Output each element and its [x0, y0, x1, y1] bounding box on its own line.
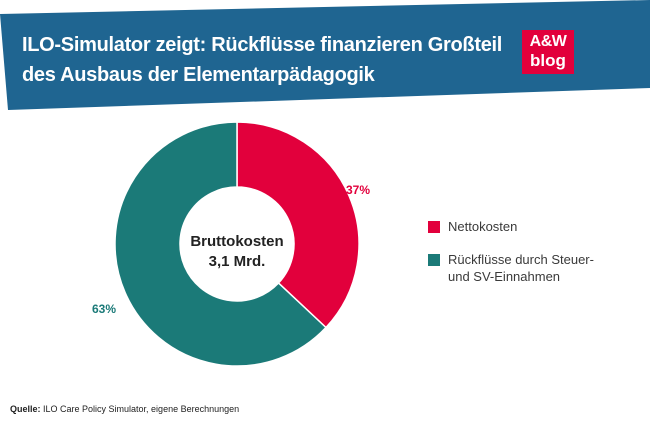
legend-label-rueckfluesse-1: Rückflüsse durch Steuer- — [448, 252, 594, 267]
source-note: Quelle: ILO Care Policy Simulator, eigen… — [10, 404, 239, 414]
legend-item-rueckfluesse: Rückflüsse durch Steuer- und SV-Einnahme… — [428, 251, 594, 285]
center-label-line-2: 3,1 Mrd. — [209, 253, 266, 270]
source-text: ILO Care Policy Simulator, eigene Berech… — [40, 404, 240, 414]
slice-netto — [236, 121, 360, 329]
slice-label-netto: 37% — [346, 183, 370, 197]
legend-item-netto: Nettokosten — [428, 218, 594, 235]
header-banner: ILO-Simulator zeigt: Rückflüsse finanzie… — [0, 0, 650, 110]
legend-swatch-rueckfluesse — [428, 254, 440, 266]
legend-swatch-netto — [428, 221, 440, 233]
legend-label-netto: Nettokosten — [448, 219, 518, 234]
logo-line-2: blog — [530, 51, 566, 70]
title-line-1: ILO-Simulator zeigt: Rückflüsse finanzie… — [22, 34, 503, 56]
center-label-line-1: Bruttokosten — [190, 233, 283, 250]
logo-line-1: A&W — [529, 33, 567, 50]
chart-legend: Nettokosten Rückflüsse durch Steuer- und… — [428, 218, 594, 301]
slice-rueckfluesse — [114, 121, 327, 367]
aw-blog-logo[interactable]: A&W blog — [522, 30, 574, 74]
source-label: Quelle: — [10, 404, 41, 414]
header-background — [0, 0, 650, 110]
slice-label-rueckfluesse: 63% — [92, 302, 116, 316]
title-line-2: des Ausbaus der Elementarpädagogik — [22, 64, 375, 86]
legend-label-rueckfluesse-2: und SV-Einnahmen — [448, 269, 561, 284]
page-title: ILO-Simulator zeigt: Rückflüsse finanzie… — [22, 30, 503, 90]
